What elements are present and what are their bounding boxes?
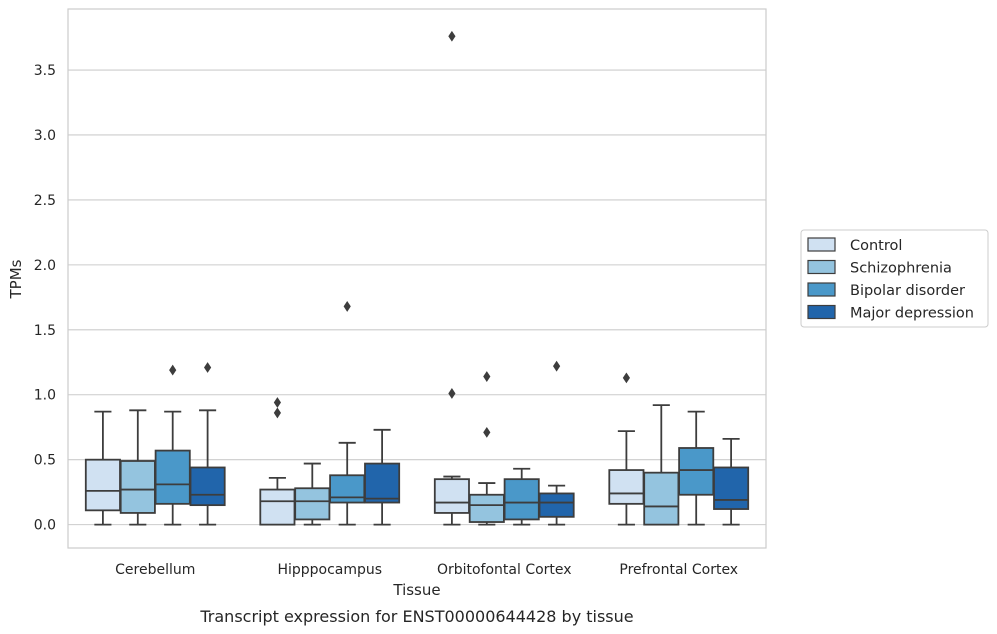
box-iqr — [538, 492, 575, 518]
y-tick-label: 1.5 — [34, 323, 56, 339]
outlier-point — [448, 388, 456, 399]
box-control — [433, 30, 470, 526]
legend-label: Major depression — [850, 306, 974, 322]
outlier-point — [273, 407, 281, 419]
outlier-point — [448, 30, 456, 42]
outlier-point — [483, 371, 491, 382]
box-iqr — [189, 466, 226, 507]
y-tick-label: 0.5 — [34, 453, 56, 469]
box-bipolar-disorder — [678, 410, 715, 526]
box-iqr — [608, 469, 645, 505]
legend-swatch — [807, 259, 836, 275]
box-iqr — [468, 493, 505, 523]
y-tick-label: 2.0 — [34, 258, 56, 274]
outlier-point — [169, 364, 177, 376]
outlier-point — [483, 427, 491, 438]
outlier-point — [204, 362, 212, 373]
legend: Control Schizophrenia Bipolar disorder Majo… — [800, 229, 989, 328]
y-tick-label: 0.0 — [34, 518, 56, 534]
plot-frame — [67, 8, 767, 549]
box-iqr — [364, 462, 401, 504]
legend-swatch — [807, 282, 836, 297]
x-tick-label: Cerebellum — [115, 562, 195, 578]
outlier-point — [343, 301, 351, 312]
legend-swatch — [807, 304, 836, 320]
box-iqr — [84, 458, 121, 512]
box-iqr — [713, 466, 750, 510]
box-schizophrenia — [294, 462, 331, 526]
y-tick-label: 1.0 — [34, 388, 56, 404]
y-tick-label: 3.0 — [34, 128, 56, 144]
legend-frame — [800, 229, 989, 328]
box-bipolar-disorder — [154, 364, 191, 526]
chart-caption: Transcript expression for ENST0000064442… — [199, 607, 633, 626]
box-schizophrenia — [119, 409, 156, 526]
box-major-depression — [538, 360, 575, 526]
box-bipolar-disorder — [503, 467, 540, 526]
outlier-point — [273, 397, 281, 408]
x-tick-labels: Cerebellum Hipppocampus Orbitofontal Corte… — [115, 562, 738, 578]
box-control — [84, 410, 121, 526]
y-tick-label: 3.5 — [34, 63, 56, 79]
box-major-depression — [713, 438, 750, 526]
outlier-point — [553, 360, 561, 372]
box-major-depression — [364, 428, 401, 526]
box-iqr — [678, 447, 715, 496]
box-iqr — [329, 474, 366, 504]
x-axis-label: Tissue — [392, 581, 440, 599]
box-iqr — [154, 449, 191, 505]
box-schizophrenia — [643, 404, 680, 526]
box-control — [259, 397, 296, 526]
x-tick-label: Orbitofontal Cortex — [437, 562, 572, 578]
x-tick-label: Hipppocampus — [277, 562, 382, 578]
box-iqr — [643, 471, 680, 526]
legend-swatch — [807, 237, 836, 252]
y-axis-label: TPMs — [7, 259, 25, 299]
y-tick-label: 2.5 — [34, 193, 56, 209]
box-iqr — [294, 487, 331, 521]
box-iqr — [119, 460, 156, 514]
outlier-point — [622, 372, 630, 384]
box-major-depression — [189, 362, 226, 526]
legend-label: Bipolar disorder — [850, 283, 965, 299]
legend-label: Control — [850, 238, 902, 254]
box-iqr — [503, 478, 540, 521]
boxes — [84, 30, 750, 526]
box-bipolar-disorder — [329, 301, 366, 526]
box-control — [608, 372, 645, 526]
legend-label: Schizophrenia — [850, 261, 952, 277]
box-iqr — [259, 488, 296, 526]
box-schizophrenia — [468, 371, 505, 526]
box-iqr — [433, 478, 470, 514]
x-tick-label: Prefrontal Cortex — [619, 562, 738, 578]
y-tick-labels: 0.0 0.5 1.0 1.5 2.0 2.5 3.0 3.5 — [34, 63, 56, 534]
